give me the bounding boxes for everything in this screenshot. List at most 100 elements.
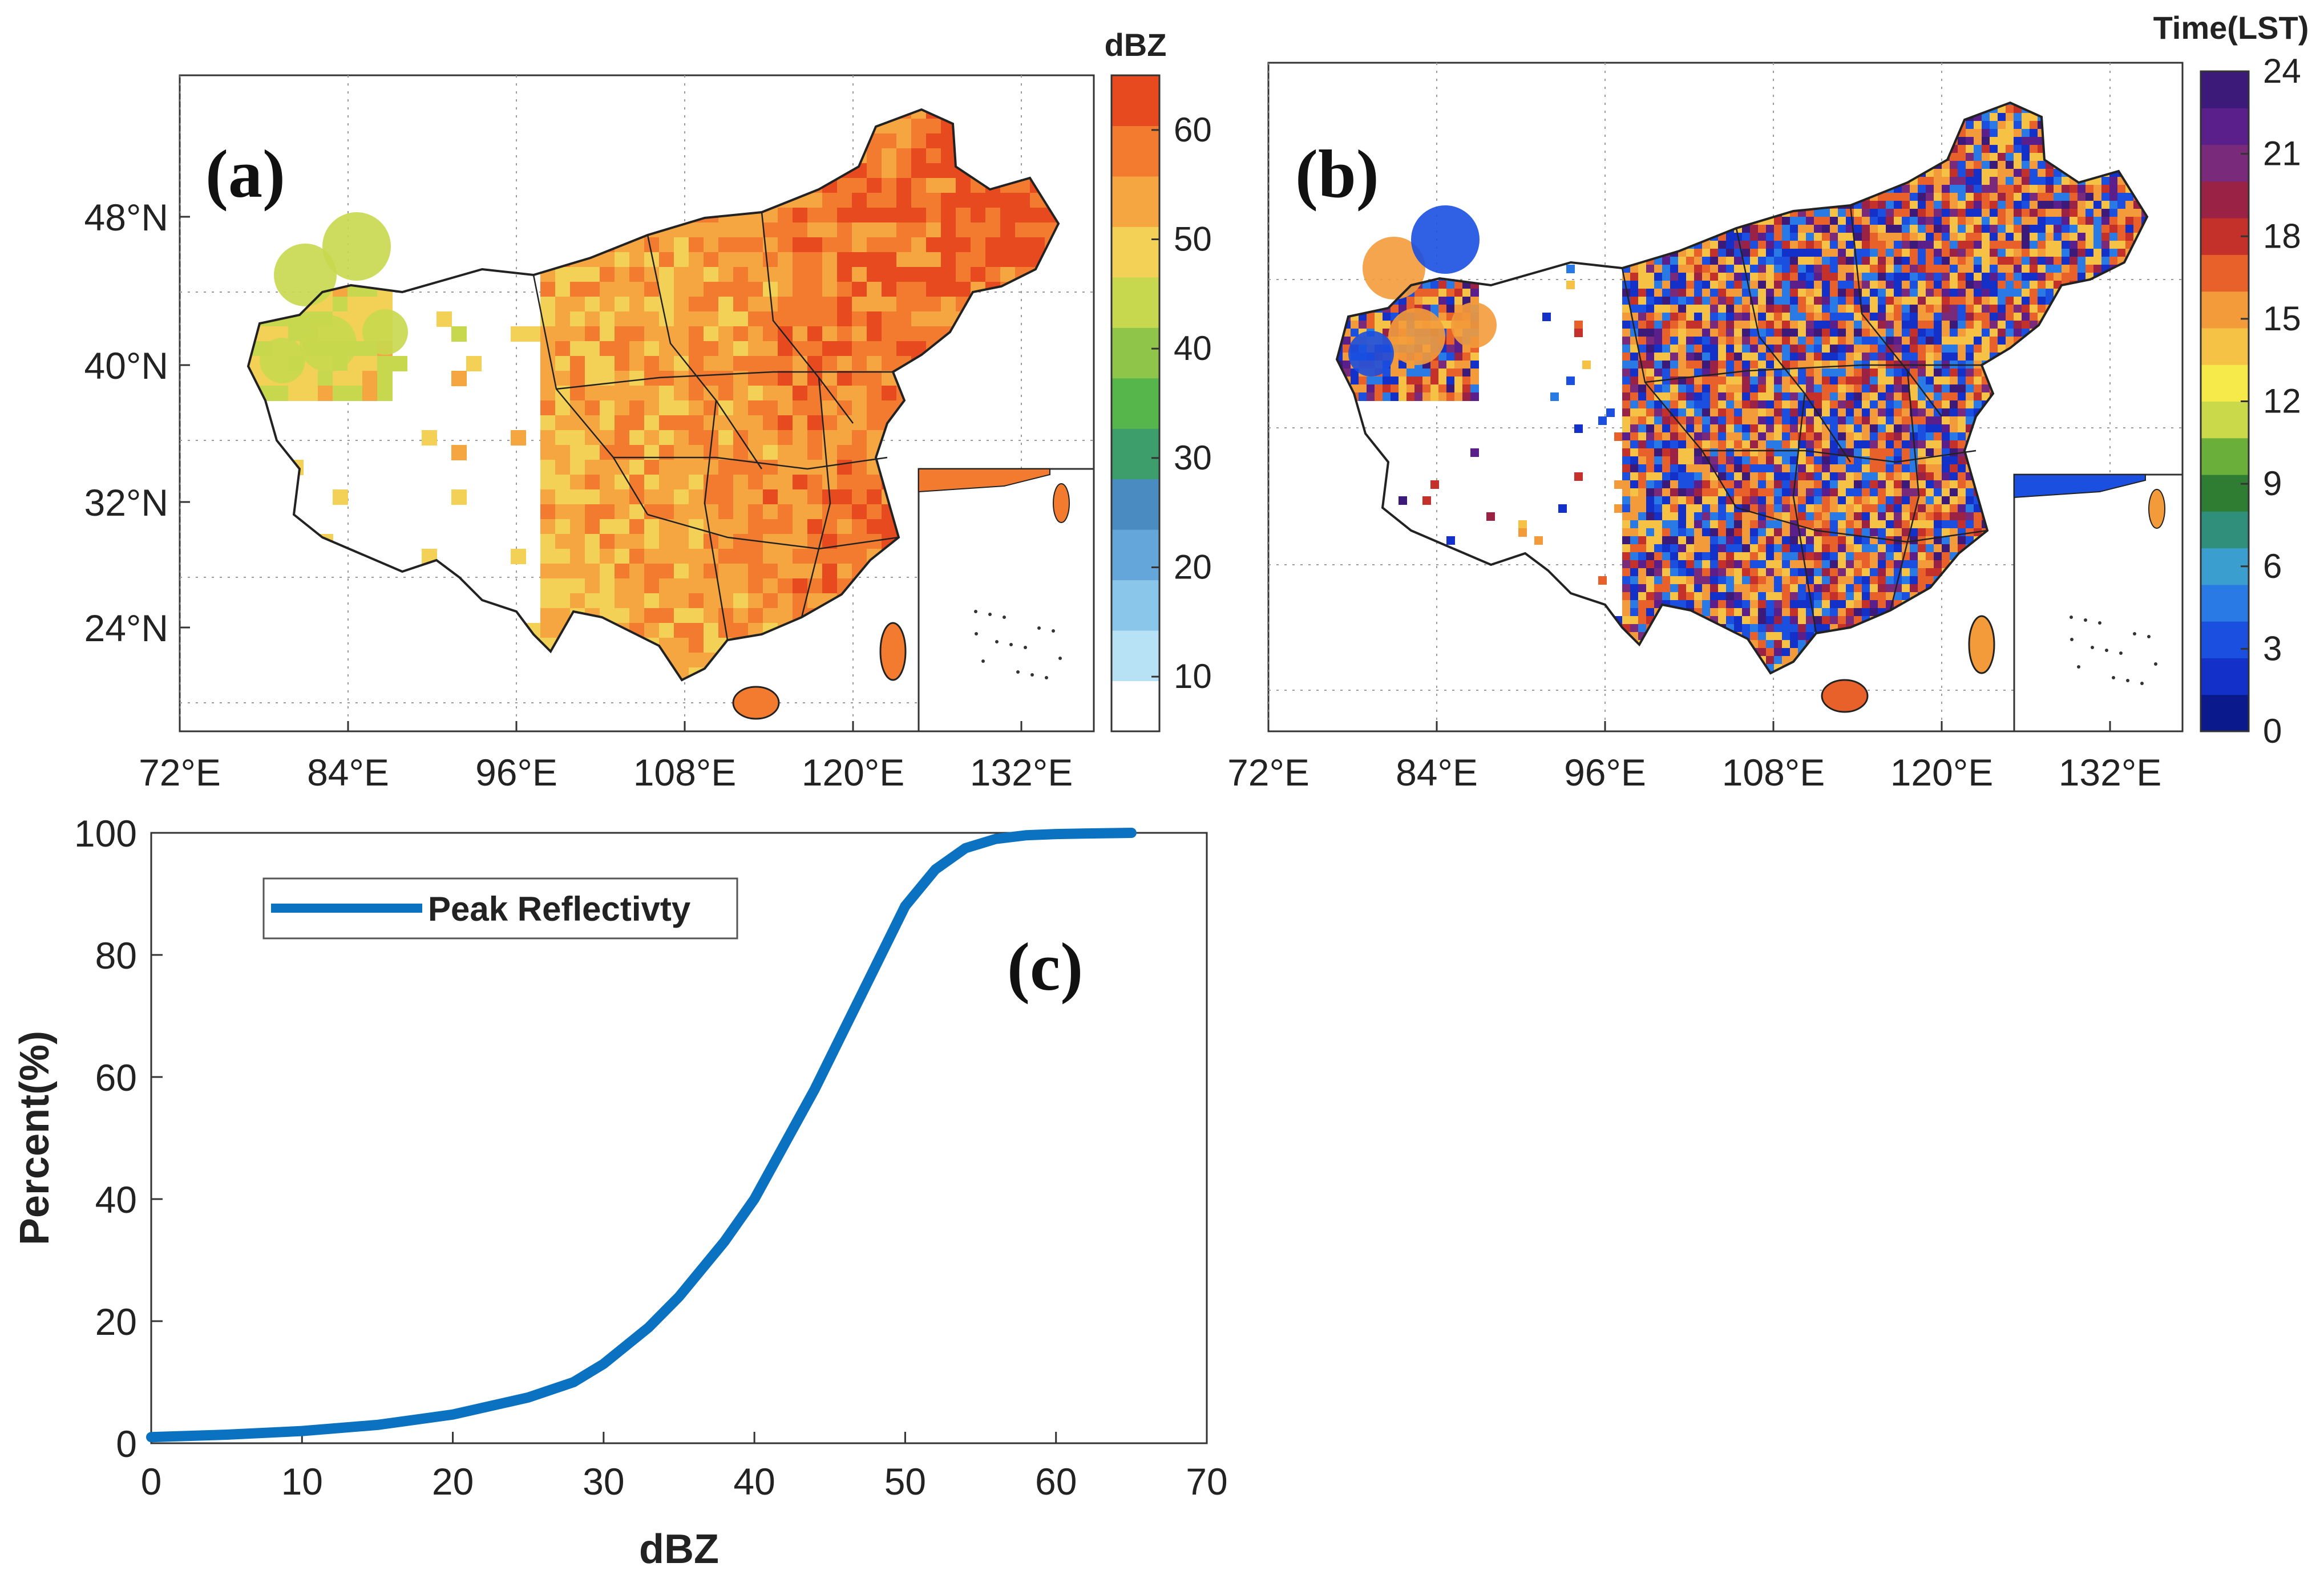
province-border — [761, 212, 854, 424]
panel-a-colorbar: 10 20 30 40 50 60 — [1110, 74, 1212, 732]
colorbar-frame — [1110, 74, 1161, 732]
y-tick-label: 60 — [95, 1056, 137, 1099]
x-tick-label: 10 — [281, 1460, 323, 1503]
x-tick-label: 60 — [1035, 1460, 1077, 1503]
province-border — [556, 371, 893, 390]
inset-island-dot — [1009, 643, 1013, 646]
inset-island-dot — [2147, 635, 2151, 638]
x-tick-label: 132°E — [2059, 751, 2162, 793]
inset-island-dot — [995, 640, 999, 643]
x-tick-label: 96°E — [475, 751, 557, 793]
inset-island-dot — [2077, 665, 2080, 669]
series-peak-reflectivity-line — [146, 828, 1137, 1443]
y-tick-label: 40°N — [84, 345, 168, 387]
x-tick-label: 0 — [141, 1460, 162, 1503]
colorbar-segment — [1112, 428, 1159, 480]
province-border — [613, 456, 888, 470]
inset-island-dot — [981, 659, 985, 663]
x-tick-label: 120°E — [1890, 751, 1994, 793]
x-tick-label: 84°E — [307, 751, 389, 793]
panel-b-colorbar: 0 3 6 9 12 15 18 21 24 — [2200, 52, 2301, 750]
inset-taiwan — [1053, 483, 1070, 523]
colorbar-tick-label: 3 — [2263, 629, 2282, 667]
china-border — [1335, 101, 2149, 675]
colorbar-tick-label: 60 — [1174, 111, 1212, 149]
panel-a-inset — [918, 468, 1095, 732]
panel-a-x-ticks: 72°E 84°E 96°E 108°E 120°E 132°E — [139, 721, 1073, 793]
colorbar-segment — [2201, 365, 2249, 402]
x-tick-label: 108°E — [633, 751, 737, 793]
inset-island-dot — [1003, 616, 1006, 619]
y-tick-label: 80 — [95, 934, 137, 977]
colorbar-tick-label: 21 — [2263, 135, 2301, 173]
legend: Peak Reflectivty — [262, 877, 738, 940]
inset-island-dot — [2091, 646, 2094, 649]
province-border — [704, 400, 729, 641]
panel-b-label: (b) — [1295, 136, 1379, 212]
inset-island-dot — [2105, 649, 2108, 652]
radar-blob — [1363, 237, 1425, 299]
colorbar-tick-label: 24 — [2263, 52, 2301, 90]
province-border — [532, 274, 649, 515]
legend-label: Peak Reflectivty — [428, 890, 691, 928]
colorbar-tick-label: 50 — [1174, 220, 1212, 258]
panel-b-inset — [2013, 473, 2184, 732]
province-border — [1735, 228, 1852, 463]
china-border — [246, 108, 1060, 682]
province-border — [1849, 205, 1942, 417]
colorbar-segment — [1112, 378, 1159, 429]
inset-island-dot — [2119, 651, 2123, 655]
inset-island-dot — [2126, 679, 2129, 682]
inset-taiwan — [2148, 489, 2165, 529]
x-tick-label: 20 — [432, 1460, 474, 1503]
province-border — [1644, 364, 1982, 383]
colorbar-tick-label: 10 — [1174, 657, 1212, 695]
province-border — [1889, 370, 1920, 611]
y-tick-label: 24°N — [84, 607, 168, 649]
inset-island-dot — [974, 610, 977, 613]
colorbar-segment — [2201, 327, 2249, 365]
y-tick-label: 40 — [95, 1179, 137, 1221]
y-tick-label: 20 — [95, 1301, 137, 1343]
colorbar-segment — [1112, 681, 1159, 732]
radar-blob — [260, 338, 305, 383]
colorbar-segment — [1112, 479, 1159, 530]
colorbar-segment — [1112, 529, 1159, 581]
inset-island-dot — [975, 632, 978, 635]
inset-island-dot — [2140, 682, 2144, 685]
colorbar-segment — [2201, 511, 2249, 549]
panel-a: 72°E 84°E 96°E 108°E 120°E 132°E 48°N 40°N 32°N… — [84, 27, 1212, 793]
colorbar-segment — [1112, 226, 1159, 278]
x-tick-label: 84°E — [1396, 751, 1478, 793]
panel-c-y-ticks: 0 20 40 60 80 100 — [74, 812, 163, 1465]
colorbar-segment — [2201, 144, 2249, 182]
panel-a-label: (a) — [205, 136, 285, 212]
hainan-island — [732, 686, 780, 720]
colorbar-tick-label: 40 — [1174, 329, 1212, 367]
panel-b: 72°E 84°E 96°E 108°E 120°E 132°E (b) 0 3 6 9 12 15… — [1227, 10, 2309, 793]
colorbar-tick-label: 30 — [1174, 439, 1212, 477]
colorbar-segment — [2201, 621, 2249, 658]
inset-island-dot — [1037, 626, 1041, 630]
inset-island-dot — [2098, 621, 2101, 625]
panel-b-colorbar-title: Time(LST) — [2153, 10, 2309, 46]
province-border — [1621, 268, 1737, 508]
radar-blob — [1388, 308, 1445, 365]
colorbar-segment — [2201, 108, 2249, 145]
x-tick-label: 70 — [1186, 1460, 1227, 1503]
taiwan-island — [879, 622, 907, 681]
x-tick-label: 96°E — [1564, 751, 1646, 793]
colorbar-segment — [2201, 694, 2249, 732]
y-tick-label: 32°N — [84, 481, 168, 524]
y-tick-label: 0 — [116, 1423, 137, 1465]
colorbar-tick-label: 12 — [2263, 382, 2301, 420]
colorbar-tick-label: 20 — [1174, 548, 1212, 586]
x-tick-label: 50 — [884, 1460, 926, 1503]
colorbar-segment — [2201, 438, 2249, 475]
panel-a-colorbar-title: dBZ — [1105, 27, 1167, 63]
panel-a-y-ticks: 48°N 40°N 32°N 24°N — [84, 196, 190, 649]
inset-island-dot — [1024, 646, 1027, 649]
colorbar-tick-label: 18 — [2263, 217, 2301, 255]
x-tick-label: 120°E — [802, 751, 905, 793]
x-tick-label: 30 — [583, 1460, 624, 1503]
